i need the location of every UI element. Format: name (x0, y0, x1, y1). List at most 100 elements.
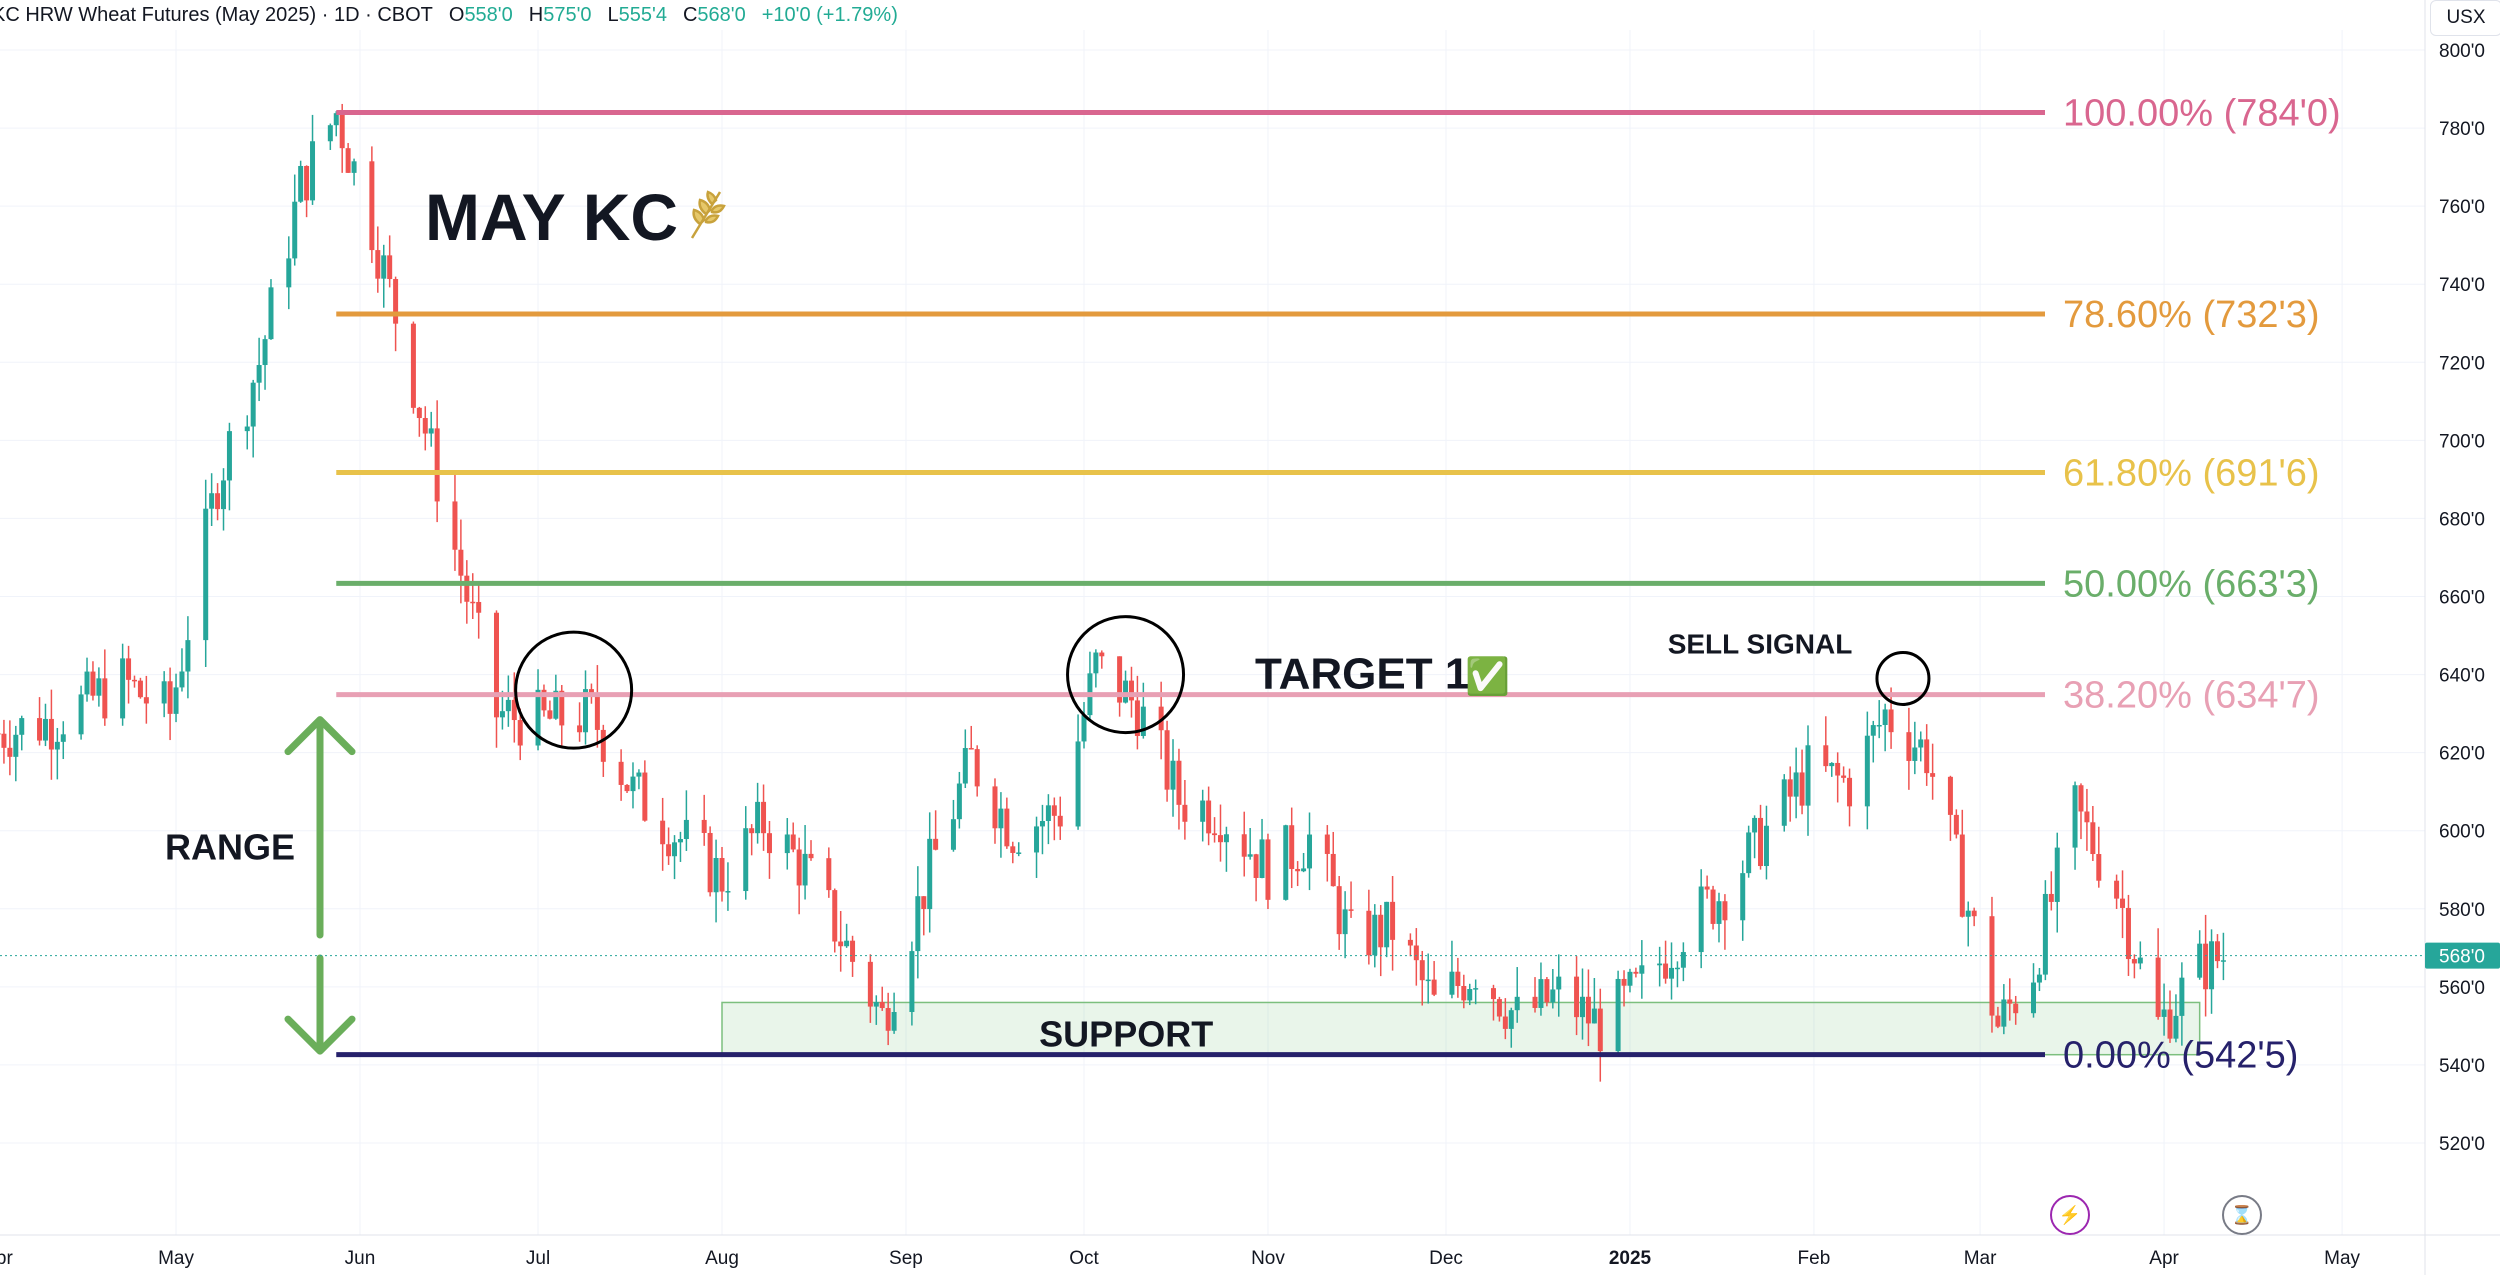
candle-body (1799, 772, 1805, 806)
candle-body (838, 941, 844, 947)
price-tick-label: 600'0 (2439, 822, 2485, 843)
candle-body (1295, 868, 1301, 872)
candle-body (120, 658, 126, 719)
candle-body (577, 725, 583, 733)
candle-body (310, 141, 316, 201)
candle-body (559, 690, 565, 726)
fib-level-label: 0.00% (542'5) (2063, 1035, 2298, 1077)
candle-body (1585, 996, 1591, 1024)
candle-body (1473, 988, 1479, 990)
candle-body (630, 776, 636, 792)
candle-body (131, 679, 137, 682)
candle-body (1918, 739, 1924, 748)
candle-body (1170, 760, 1176, 790)
candle-body (2125, 907, 2131, 960)
candle-body (1532, 996, 1538, 1008)
candle-body (1722, 901, 1728, 921)
candle-body (1425, 979, 1431, 982)
chart-title: MAY KC (425, 180, 678, 254)
candle-body (339, 113, 345, 149)
candle-body (1906, 732, 1912, 761)
price-tick-label: 640'0 (2439, 666, 2485, 687)
candle-body (1627, 971, 1633, 986)
check-icon: ✅ (1465, 656, 1510, 697)
fib-level-label: 38.20% (634'7) (2063, 675, 2320, 717)
lightning-icon[interactable]: ⚡ (2050, 1195, 2090, 1235)
candle-body (933, 838, 939, 850)
candle-body (1514, 996, 1520, 1011)
candle-body (1128, 680, 1134, 701)
candle-body (766, 833, 772, 854)
price-tick-label: 580'0 (2439, 900, 2485, 921)
candle-body (1657, 963, 1663, 966)
candle-body (1864, 735, 1870, 807)
symbol-legend: KC HRW Wheat Futures (May 2025) · 1D · C… (0, 4, 898, 28)
highlight-circle (1875, 650, 1931, 706)
close-label: C (682, 4, 698, 26)
candle-body (749, 828, 755, 834)
time-tick-label: Apr (2149, 1248, 2179, 1269)
candle-body (2197, 943, 2203, 978)
candle-body (1669, 967, 1675, 979)
candle-body (2161, 1009, 2167, 1017)
candle-body (42, 718, 48, 741)
candle-body (1039, 821, 1045, 827)
symbol-name[interactable]: KC HRW Wheat Futures (May 2025) (0, 4, 317, 26)
candle-body (1781, 779, 1787, 826)
candle-body (808, 853, 814, 859)
candle-body (250, 382, 256, 427)
candle-body (54, 741, 60, 750)
candle-body (493, 612, 499, 718)
candle-body (333, 113, 339, 126)
candle-body (1307, 834, 1313, 869)
candle-body (1336, 886, 1342, 935)
candle-body (1490, 988, 1496, 1000)
candle-body (1752, 817, 1758, 833)
price-tick-label: 720'0 (2439, 353, 2485, 374)
currency-button[interactable]: USX (2430, 0, 2500, 36)
time-tick-label: Apr (0, 1248, 13, 1269)
candle-body (1763, 825, 1769, 867)
high-value: 575'0 (543, 4, 592, 26)
price-tick-label: 660'0 (2439, 588, 2485, 609)
candle-body (677, 839, 683, 843)
change-value: +10'0 (+1.79%) (761, 4, 898, 26)
candle-body (1758, 817, 1764, 867)
candle-body (992, 786, 998, 829)
candle-body (541, 689, 547, 711)
candle-body (1876, 725, 1882, 727)
candle-body (2209, 941, 2215, 990)
candle-body (1057, 815, 1063, 827)
candle-body (713, 857, 719, 893)
candle-body (956, 783, 962, 820)
candle-body (393, 279, 399, 324)
candle-body (891, 1011, 897, 1031)
time-tick-label: Oct (1069, 1248, 1099, 1269)
candle-body (499, 711, 505, 718)
hourglass-icon[interactable]: ⌛ (2222, 1195, 2262, 1235)
price-tick-label: 620'0 (2439, 744, 2485, 765)
candle-body (784, 834, 790, 854)
candle-body (2084, 811, 2090, 823)
highlight-circle (1066, 615, 1186, 735)
candle-body (2220, 960, 2226, 962)
candle-body (90, 671, 96, 696)
candle-body (215, 493, 221, 510)
candle-body (826, 858, 832, 891)
candle-body (1502, 1016, 1508, 1029)
candle-body (179, 671, 185, 688)
candle-body (78, 694, 84, 735)
candle-body (1342, 909, 1348, 935)
candle-body (1574, 976, 1580, 1018)
time-tick-label: 2025 (1609, 1248, 1652, 1269)
candle-body (1324, 834, 1330, 854)
candle-body (796, 849, 802, 886)
time-tick-label: May (158, 1248, 194, 1269)
candle-body (1740, 873, 1746, 921)
candle-body (1829, 762, 1835, 767)
candle-body (1556, 976, 1562, 990)
candle-body (547, 710, 553, 719)
candle-body (1051, 805, 1057, 816)
high-label: H (528, 4, 544, 26)
